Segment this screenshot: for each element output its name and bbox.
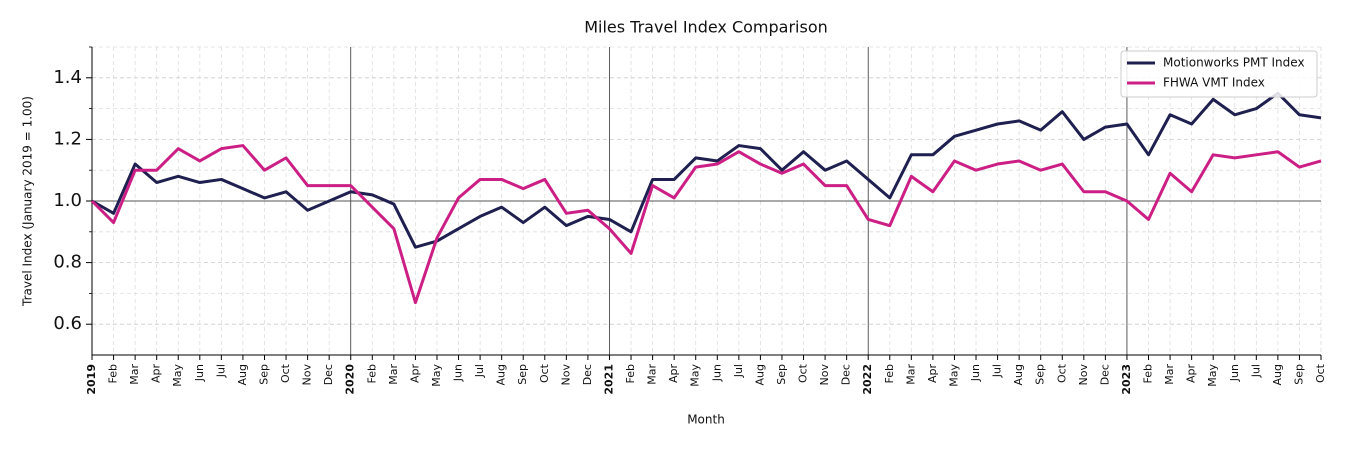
x-tick-label: Feb [107, 364, 120, 383]
x-tick-label: Dec [581, 364, 594, 385]
x-tick-label: Sep [1292, 364, 1305, 385]
legend-box [1120, 50, 1318, 98]
x-tick-label: Feb [365, 364, 378, 383]
y-tick-label: 0.6 [53, 313, 82, 334]
y-axis-label: Travel Index (January 2019 = 1.00) [21, 96, 35, 307]
x-tick-label: May [689, 364, 702, 387]
x-tick-label: Dec [840, 364, 853, 385]
x-tick-label: Jun [452, 364, 465, 382]
x-tick-label: Apr [1185, 364, 1198, 384]
legend: Motionworks PMT Index FHWA VMT Index [1120, 50, 1318, 98]
chart-title: Miles Travel Index Comparison [584, 18, 828, 37]
y-tick-label: 0.8 [53, 252, 82, 273]
y-tick-label: 1.4 [53, 67, 82, 88]
x-tick-label: Nov [818, 364, 831, 386]
x-tick-label: Sep [775, 364, 788, 385]
x-tick-label: Sep [1034, 364, 1047, 385]
x-tick-label: Dec [322, 364, 335, 385]
x-tick-label: 2019 [85, 364, 98, 395]
legend-label: Motionworks PMT Index [1163, 56, 1305, 70]
x-tick-label: Oct [538, 363, 551, 383]
x-tick-label: Jun [710, 364, 723, 382]
x-tick-label: Mar [1163, 364, 1176, 385]
y-tick-label: 1.0 [53, 190, 82, 211]
x-tick-label: May [430, 364, 443, 387]
x-tick-label: Jul [732, 364, 745, 378]
x-tick-label: 2022 [861, 364, 874, 395]
x-tick-label: May [1206, 364, 1219, 387]
x-tick-label: Aug [753, 364, 766, 385]
x-tick-label: Mar [646, 364, 659, 385]
x-tick-label: Feb [883, 364, 896, 383]
series-line [90, 144, 1322, 305]
x-tick-label: Mar [387, 364, 400, 385]
x-tick-label: Jul [991, 364, 1004, 378]
x-tick-label: Apr [926, 364, 939, 384]
x-tick-label: Jul [473, 364, 486, 378]
x-tick-label: Jun [1228, 364, 1241, 382]
x-tick-label: Oct [1055, 363, 1068, 383]
x-tick-label: Oct [797, 363, 810, 383]
x-tick-label: Sep [516, 364, 529, 385]
x-axis-label: Month [687, 413, 725, 427]
x-tick-label: Mar [128, 364, 141, 385]
x-tick-label: Apr [667, 364, 680, 384]
x-tick-label: 2021 [602, 364, 615, 395]
legend-label: FHWA VMT Index [1163, 76, 1265, 90]
x-tick-label: Nov [301, 364, 314, 386]
x-tick-label: Dec [1098, 364, 1111, 385]
series-line [91, 91, 1322, 249]
y-tick-label: 1.2 [53, 128, 82, 149]
x-tick-label: Nov [1077, 364, 1090, 386]
x-tick-label: Aug [1271, 364, 1284, 385]
x-tick-label: Jul [1249, 364, 1262, 378]
x-tick-label: Jul [214, 364, 227, 378]
x-tick-label: Aug [495, 364, 508, 385]
x-tick-label: Oct [1314, 363, 1327, 383]
x-tick-label: Apr [408, 364, 421, 384]
x-tick-label: Oct [279, 363, 292, 383]
x-tick-label: Nov [559, 364, 572, 386]
x-tick-label: May [171, 364, 184, 387]
x-tick-label: Sep [257, 364, 270, 385]
x-tick-label: 2020 [344, 364, 357, 395]
x-tick-label: Feb [1142, 364, 1155, 383]
x-tick-label: Jun [969, 364, 982, 382]
x-tick-label: Mar [904, 364, 917, 385]
x-tick-label: Feb [624, 364, 637, 383]
x-tick-label: Jun [193, 364, 206, 382]
x-tick-label: Aug [1012, 364, 1025, 385]
x-tick-label: Aug [236, 364, 249, 385]
x-tick-label: 2023 [1120, 364, 1133, 395]
x-tick-label: Apr [150, 364, 163, 384]
x-tick-label: May [947, 364, 960, 387]
